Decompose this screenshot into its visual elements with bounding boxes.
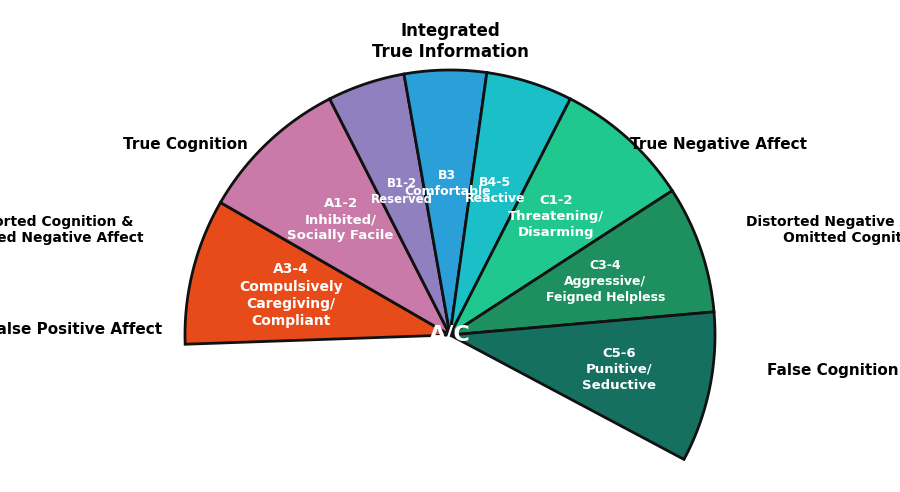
- Polygon shape: [450, 191, 714, 335]
- Text: B4-5
Reactive: B4-5 Reactive: [465, 177, 526, 206]
- Polygon shape: [404, 70, 487, 335]
- Polygon shape: [450, 73, 571, 335]
- Polygon shape: [329, 74, 450, 335]
- Text: B1-2
Reserved: B1-2 Reserved: [371, 177, 433, 206]
- Text: C3-4
Aggressive/
Feigned Helpless: C3-4 Aggressive/ Feigned Helpless: [545, 259, 665, 304]
- Text: A/C: A/C: [429, 325, 471, 345]
- Text: B3
Comfortable: B3 Comfortable: [404, 169, 491, 198]
- Text: Distorted Cognition &
Omitted Negative Affect: Distorted Cognition & Omitted Negative A…: [0, 215, 143, 245]
- Text: True Cognition: True Cognition: [122, 137, 248, 153]
- Polygon shape: [450, 99, 672, 335]
- Polygon shape: [185, 203, 450, 344]
- Polygon shape: [450, 312, 715, 460]
- Text: Integrated
True Information: Integrated True Information: [372, 22, 528, 61]
- Text: True Negative Affect: True Negative Affect: [629, 137, 806, 153]
- Text: False Cognition: False Cognition: [767, 363, 899, 377]
- Text: False Positive Affect: False Positive Affect: [0, 322, 163, 338]
- Text: C1-2
Threatening/
Disarming: C1-2 Threatening/ Disarming: [508, 194, 605, 239]
- Polygon shape: [220, 99, 450, 335]
- Text: Distorted Negative Affect &
Omitted Cognition: Distorted Negative Affect & Omitted Cogn…: [746, 215, 900, 245]
- Text: A1-2
Inhibited/
Socially Facile: A1-2 Inhibited/ Socially Facile: [287, 197, 393, 242]
- Text: A3-4
Compulsively
Caregiving/
Compliant: A3-4 Compulsively Caregiving/ Compliant: [238, 262, 342, 328]
- Text: C5-6
Punitive/
Seductive: C5-6 Punitive/ Seductive: [581, 347, 656, 392]
